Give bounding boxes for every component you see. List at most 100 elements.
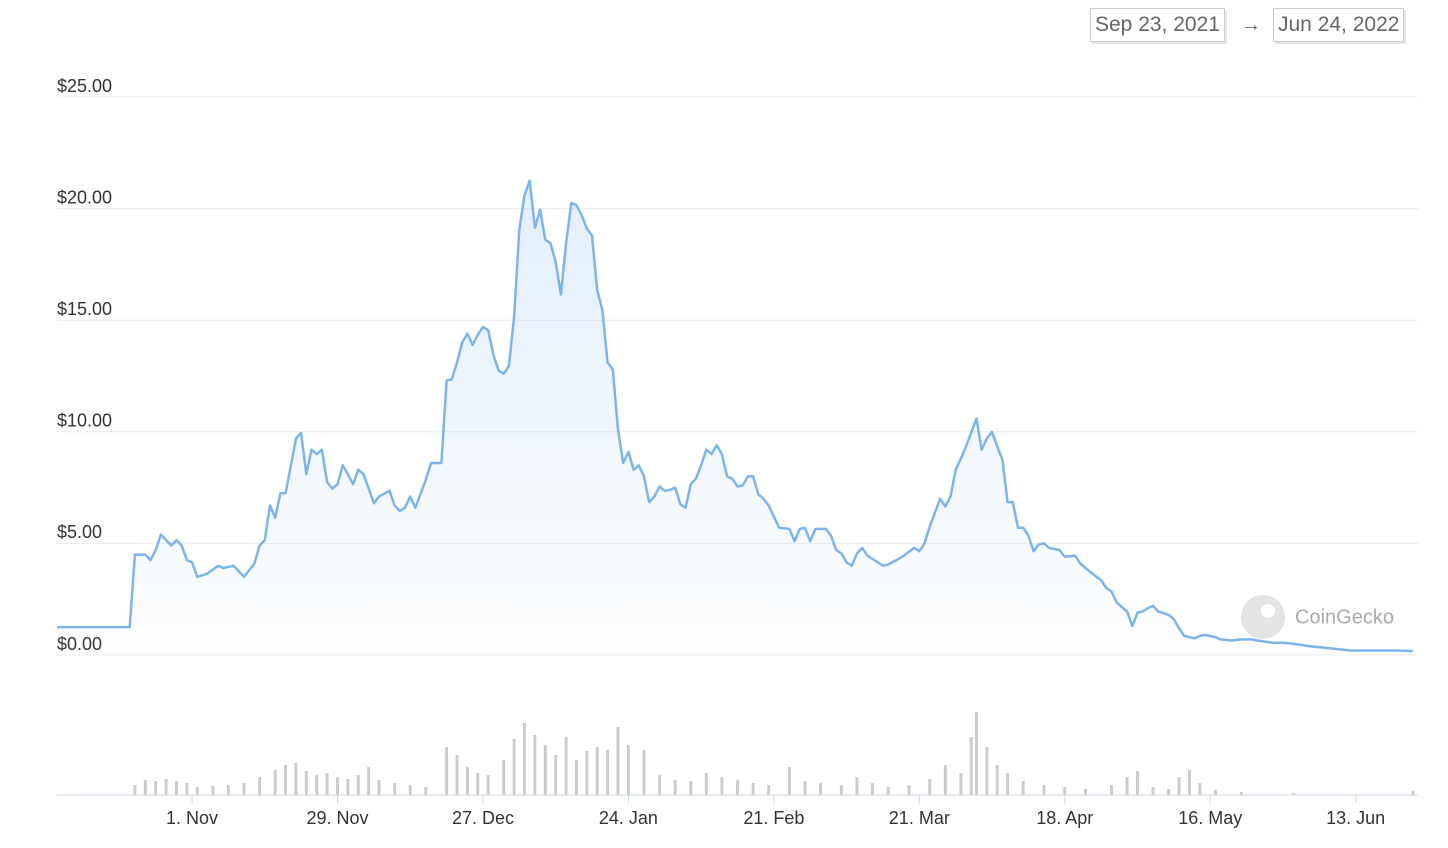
volume-bar	[346, 779, 350, 795]
volume-bar	[356, 775, 360, 795]
volume-bar	[803, 781, 807, 795]
volume-bar	[855, 777, 859, 795]
x-tick-label: 21. Mar	[889, 808, 950, 828]
y-tick-label: $15.00	[57, 299, 112, 319]
x-tick-label: 16. May	[1178, 808, 1242, 828]
y-tick-label: $5.00	[57, 522, 102, 542]
volume-bar	[658, 775, 662, 795]
volume-bar	[585, 751, 589, 795]
range-end[interactable]: Jun 24, 2022	[1273, 8, 1405, 42]
volume-bar	[1006, 773, 1010, 795]
volume-bar	[554, 755, 558, 795]
volume-bar	[689, 781, 693, 795]
volume-bar	[943, 765, 947, 795]
volume-bar	[304, 771, 308, 795]
volume-bar	[985, 747, 989, 795]
volume-bar	[606, 750, 610, 795]
volume-bar	[1167, 789, 1171, 795]
x-tick-label: 24. Jan	[599, 808, 658, 828]
watermark: CoinGecko	[1241, 595, 1394, 639]
volume-bar	[616, 727, 620, 795]
x-tick-label: 18. Apr	[1036, 808, 1093, 828]
volume-bar	[455, 755, 459, 795]
volume-bar	[1151, 787, 1155, 795]
volume-bar	[736, 780, 739, 795]
volume-bar	[1042, 785, 1046, 795]
volume-bar	[1135, 771, 1139, 795]
volume-bar	[767, 785, 771, 795]
volume-bar	[273, 770, 277, 795]
volume-bar	[595, 747, 599, 795]
volume-bar	[533, 735, 537, 795]
watermark-text: CoinGecko	[1295, 606, 1394, 628]
volume-bar	[1213, 790, 1217, 795]
volume-bar	[143, 780, 147, 795]
volume-bar	[315, 775, 319, 795]
volume-bar	[995, 765, 999, 795]
volume-bar	[1291, 793, 1295, 795]
volume-bar	[226, 785, 230, 795]
volume-bar	[839, 785, 843, 795]
x-tick-label: 1. Nov	[166, 808, 218, 828]
volume-bar	[969, 737, 973, 795]
volume-bar	[1198, 783, 1202, 795]
volume-bar	[1063, 787, 1067, 795]
x-tick-label: 27. Dec	[452, 808, 514, 828]
volume-bar	[642, 750, 646, 795]
volume-bar	[424, 787, 428, 795]
volume-bar	[325, 773, 329, 795]
volume-bar	[476, 773, 480, 795]
volume-bar	[886, 787, 890, 795]
range-arrow: →	[1241, 14, 1261, 36]
y-tick-label: $20.00	[57, 187, 112, 207]
volume-bar	[787, 767, 791, 795]
y-tick-label: $10.00	[57, 411, 112, 431]
range-start[interactable]: Sep 23, 2021	[1090, 8, 1225, 42]
volume-bar	[574, 760, 578, 795]
price-line	[57, 179, 1413, 653]
volume-bar	[154, 781, 158, 795]
volume-bar	[1084, 789, 1088, 795]
x-tick-label: 21. Feb	[743, 808, 804, 828]
x-tick-label: 29. Nov	[306, 808, 368, 828]
volume-bar	[1187, 770, 1191, 795]
volume-bar	[1411, 791, 1415, 795]
volume-bar	[564, 737, 568, 795]
volume-bar	[819, 783, 823, 795]
volume-bar	[720, 777, 724, 795]
volume-bar	[751, 783, 755, 795]
volume-bar	[1239, 792, 1243, 795]
volume-bar	[928, 779, 932, 795]
volume-bar	[486, 775, 490, 795]
volume-bar	[626, 745, 630, 795]
volume-bar	[512, 739, 516, 795]
volume-bar	[704, 773, 708, 795]
volume-bar	[242, 783, 246, 795]
volume-bar	[1110, 785, 1114, 795]
y-tick-label: $25.00	[57, 76, 112, 96]
volume-bar	[258, 777, 262, 795]
volume-bar	[185, 783, 189, 795]
volume-bar	[1125, 777, 1129, 795]
volume-bar	[367, 767, 371, 795]
price-area	[57, 180, 1413, 655]
watermark-eye	[1261, 604, 1275, 618]
volume-bar	[502, 760, 506, 795]
volume-bar	[336, 777, 340, 795]
volume-bar	[543, 745, 547, 795]
volume-bar	[377, 780, 381, 795]
volume-bar	[1021, 781, 1025, 795]
volume-bar	[195, 787, 199, 795]
volume-bar	[393, 783, 397, 795]
volume-bar	[1177, 777, 1181, 795]
volume-bar	[294, 763, 298, 795]
volume-bar	[974, 712, 978, 795]
volume-bar	[133, 785, 137, 795]
volume-bar	[959, 773, 963, 795]
volume-bar	[871, 783, 875, 795]
volume-bar	[164, 779, 168, 795]
volume-bar	[408, 785, 412, 795]
volume-bar	[907, 785, 911, 795]
